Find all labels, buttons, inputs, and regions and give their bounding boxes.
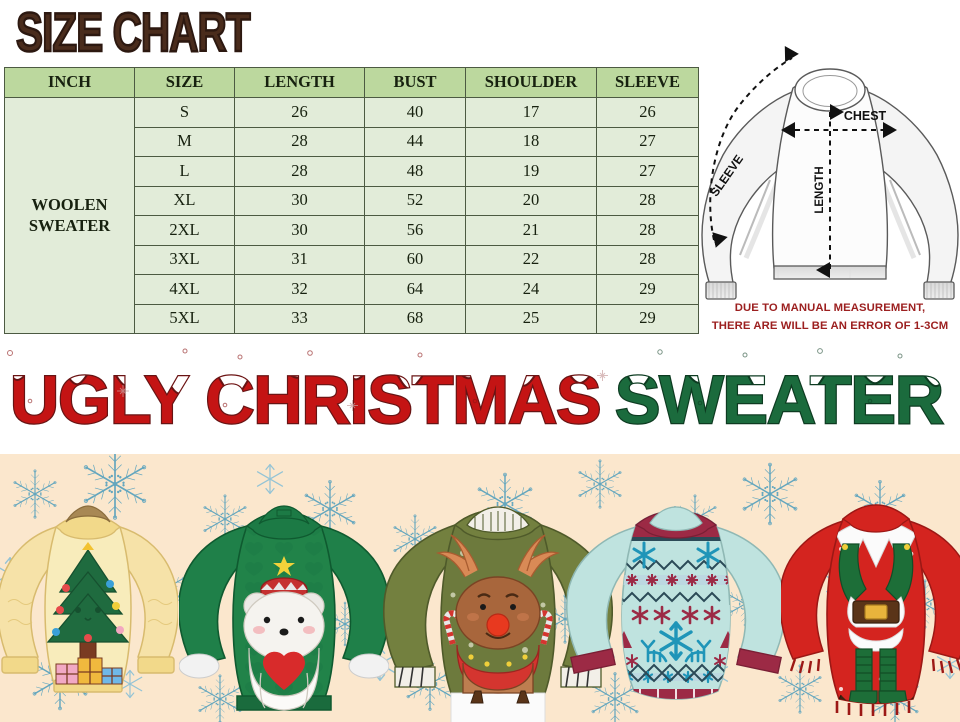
svg-text:CHEST: CHEST [844,109,887,123]
svg-text:LENGTH: LENGTH [814,166,826,213]
svg-text:SWEATER: SWEATER [615,362,943,438]
